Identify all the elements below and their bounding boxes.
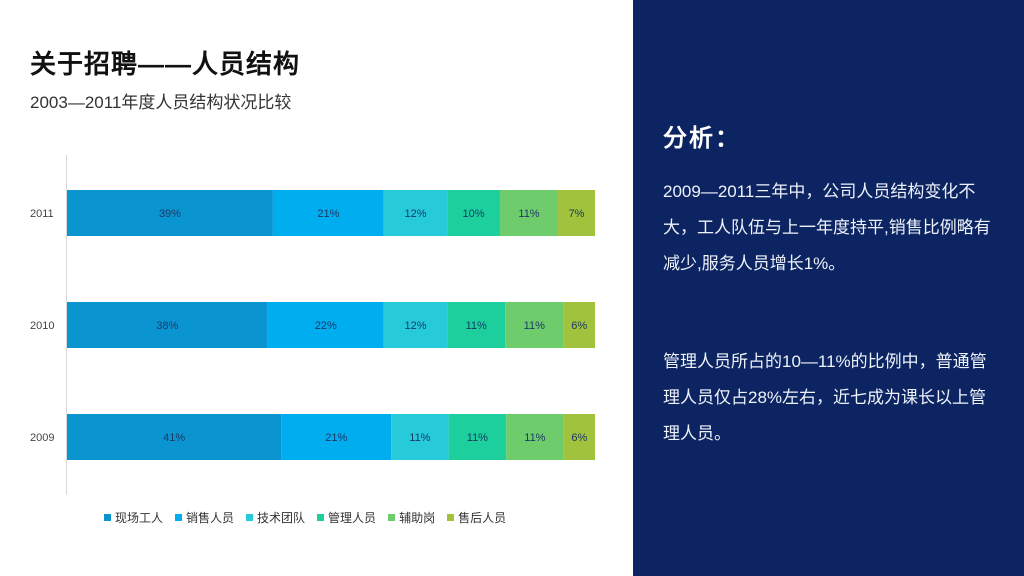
legend-item-3: 技术团队: [246, 509, 305, 526]
legend-item-4: 管理人员: [317, 509, 376, 526]
bar-segment-2010-2: [267, 302, 384, 348]
data-label-2010-5: 11%: [524, 320, 545, 332]
legend-swatch: [175, 513, 183, 521]
legend-item-2: 销售人员: [175, 509, 234, 526]
legend-swatch: [317, 513, 325, 521]
category-label-2011: 2011: [30, 208, 54, 220]
bar-segment-2010-6: [563, 302, 595, 348]
bar-segment-2009-1: [67, 414, 282, 460]
bar-segment-2011-3: [383, 190, 448, 236]
legend-label: 销售人员: [186, 510, 235, 525]
bar-segment-2011-2: [272, 190, 384, 236]
page-subtitle: 2003—2011年度人员结构状况比较: [30, 93, 292, 112]
data-label-2011-1: 39%: [159, 208, 181, 220]
legend-item-6: 售后人员: [447, 509, 506, 526]
analysis-paragraph-1: 2009—2011三年中，公司人员结构变化不大，工人队伍与上一年度持平,销售比例…: [663, 182, 991, 273]
legend-swatch: [104, 513, 111, 521]
bar-segment-2009-2: [281, 414, 392, 460]
bar-segment-2011-6: [558, 190, 595, 236]
category-label-2009: 2009: [30, 432, 54, 444]
bar-segment-2009-5: [506, 414, 564, 460]
data-label-2009-2: 21%: [325, 432, 347, 444]
bar-segment-2010-5: [505, 302, 564, 348]
bar-segment-2011-5: [499, 190, 559, 236]
bar-segment-2009-6: [563, 414, 595, 460]
legend-label: 技术团队: [257, 510, 306, 525]
data-label-2011-5: 11%: [518, 208, 539, 220]
bar-segment-2010-1: [67, 302, 268, 348]
legend-label: 售后人员: [458, 510, 507, 525]
page-title: 关于招聘——人员结构: [30, 49, 301, 79]
legend-label: 管理人员: [328, 510, 377, 525]
legend-item-1: 现场工人: [104, 509, 163, 526]
analysis-heading: 分析：: [663, 125, 741, 152]
data-label-2009-3: 11%: [409, 432, 430, 444]
category-label-2010: 2010: [30, 320, 54, 332]
bar-segment-2010-3: [383, 302, 448, 348]
data-label-2010-2: 22%: [315, 320, 337, 332]
data-label-2009-1: 41%: [163, 432, 185, 444]
bar-segment-2011-4: [447, 190, 500, 236]
stacked-bar-chart: 2011 39% 21% 12% 10% 11% 7% 2010 38% 22% 12% 11% 11%…: [30, 155, 595, 495]
data-label-2009-5: 11%: [524, 432, 545, 444]
analysis-panel: 分析： 2009—2011三年中，公司人员结构变化不大，工人队伍与上一年度持平,…: [633, 0, 1024, 576]
legend-label: 辅助岗: [399, 510, 436, 525]
data-label-2010-3: 12%: [404, 320, 426, 332]
data-label-2011-4: 10%: [463, 208, 485, 220]
data-label-2011-6: 7%: [569, 208, 585, 220]
data-label-2011-2: 21%: [317, 208, 339, 220]
bar-segment-2009-4: [448, 414, 507, 460]
bar-segment-2011-1: [67, 190, 273, 236]
bar-segment-2009-3: [391, 414, 449, 460]
data-label-2009-6: 6%: [571, 432, 587, 444]
analysis-paragraph-2: 管理人员所占的10—11%的比例中，普通管理人员仅占28%左右，近七成为课长以上…: [663, 352, 987, 443]
bar-segment-2010-4: [447, 302, 506, 348]
legend-item-5: 辅助岗: [388, 509, 435, 526]
data-label-2010-1: 38%: [156, 320, 178, 332]
data-label-2010-6: 6%: [571, 320, 587, 332]
data-label-2010-4: 11%: [466, 320, 487, 332]
legend-swatch: [246, 513, 254, 521]
data-label-2009-4: 11%: [467, 432, 488, 444]
data-label-2011-3: 12%: [404, 208, 426, 220]
chart-legend: 现场工人 销售人员 技术团队 管理人员 辅助岗 售后人员: [104, 508, 506, 526]
legend-label: 现场工人: [115, 510, 164, 525]
legend-swatch: [447, 513, 455, 521]
legend-swatch: [388, 513, 396, 521]
